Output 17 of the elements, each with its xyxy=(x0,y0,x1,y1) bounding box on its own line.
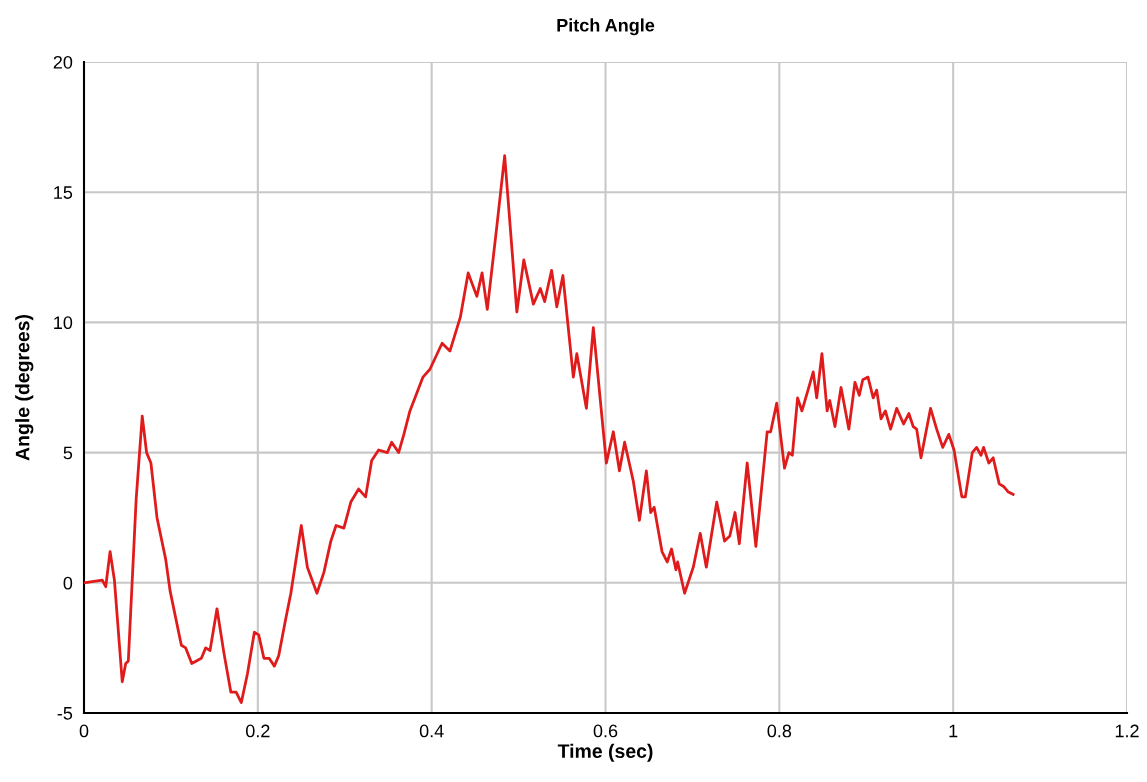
x-tick-label: 0.8 xyxy=(767,724,792,738)
chart-title: Pitch Angle xyxy=(557,18,655,36)
y-tick-label: 5 xyxy=(63,446,73,460)
x-tick-label: 0.2 xyxy=(245,724,270,738)
line-series xyxy=(84,154,1015,704)
x-tick-label: 1.2 xyxy=(1115,724,1139,738)
x-tick-label: 0.6 xyxy=(593,724,618,738)
y-tick-label: -5 xyxy=(57,707,73,720)
y-tick-label: 20 xyxy=(53,55,73,69)
y-axis-title: Angle (degrees) xyxy=(15,314,34,461)
x-tick-label: 0.4 xyxy=(419,724,444,738)
y-tick-label: 15 xyxy=(54,186,73,199)
y-tick-label: 0 xyxy=(63,576,73,590)
x-tick-label: 1 xyxy=(949,724,958,738)
x-tick-label: 0 xyxy=(79,724,89,738)
y-tick-label: 10 xyxy=(54,316,73,330)
x-axis-title: Time (sec) xyxy=(557,743,653,762)
